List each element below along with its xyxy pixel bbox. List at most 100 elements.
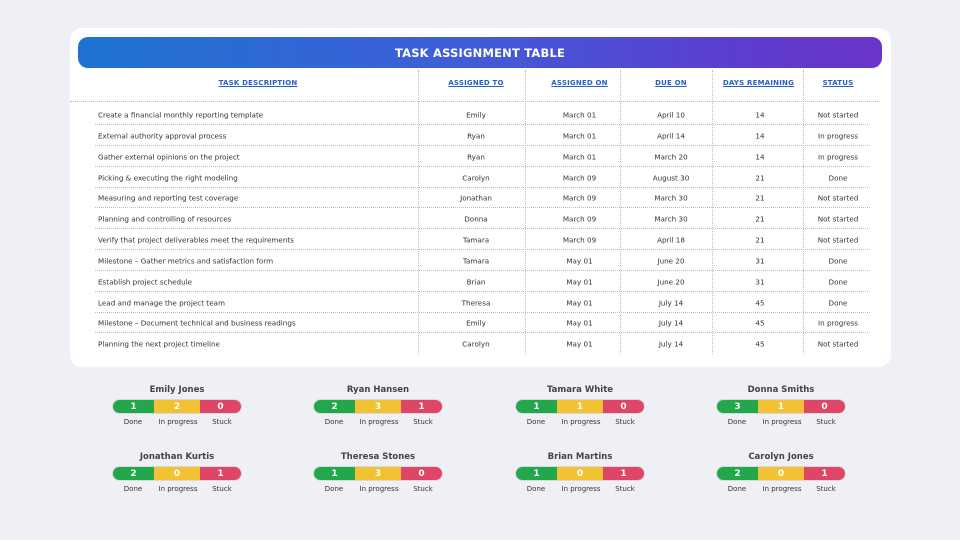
table-row[interactable]: Establish project schedule Brian May 01 …	[70, 271, 880, 292]
due-on: August 30	[652, 173, 690, 182]
done-label: Done	[123, 418, 143, 426]
column-divider	[418, 70, 419, 354]
task-status: Not started	[817, 193, 859, 202]
days-remaining: 14	[755, 110, 765, 119]
table-row[interactable]: Lead and manage the project team Theresa…	[70, 292, 880, 313]
row-divider	[95, 207, 870, 208]
stuck-label: Stuck	[816, 418, 836, 426]
stuck-count: 0	[804, 400, 845, 413]
due-on: July 14	[658, 318, 684, 327]
in-progress-label: In progress	[158, 418, 198, 426]
done-count: 2	[113, 467, 154, 480]
assigned-on: March 09	[562, 214, 597, 223]
person-summary-carolyn-jones: Carolyn Jones 2 0 1 Done In progress Stu…	[716, 452, 846, 506]
person-summary-tamara-white: Tamara White 1 1 0 Done In progress Stuc…	[515, 385, 645, 439]
task-status: Done	[828, 256, 848, 265]
table-row[interactable]: Milestone – Document technical and busin…	[70, 312, 880, 333]
person-name: Carolyn Jones	[748, 452, 814, 462]
table-row[interactable]: External authority approval process Ryan…	[70, 125, 880, 146]
due-on: June 20	[657, 256, 685, 265]
column-divider	[620, 70, 621, 354]
column-divider	[525, 70, 526, 354]
done-count: 1	[516, 467, 557, 480]
assigned-to: Tamara	[462, 235, 490, 244]
assigned-to: Brian	[466, 277, 486, 286]
assigned-on: May 01	[566, 256, 593, 265]
assigned-to: Emily	[466, 110, 486, 119]
table-row[interactable]: Planning the next project timeline Carol…	[70, 333, 880, 354]
task-description: Lead and manage the project team	[98, 298, 225, 307]
days-remaining: 45	[755, 318, 765, 327]
assigned-on: May 01	[566, 339, 593, 348]
status-count-bar: 1 1 0	[515, 399, 645, 414]
in-progress-count: 0	[153, 467, 201, 480]
stuck-label: Stuck	[615, 485, 635, 493]
table-row[interactable]: Measuring and reporting test coverage Jo…	[70, 187, 880, 208]
assigned-on: May 01	[566, 318, 593, 327]
task-status: Not started	[817, 235, 859, 244]
task-status: In progress	[818, 131, 858, 140]
table-row[interactable]: Create a financial monthly reporting tem…	[70, 104, 880, 125]
col-header-assigned-to[interactable]: ASSIGNED TO	[448, 79, 504, 87]
days-remaining: 21	[755, 193, 765, 202]
task-description: Planning the next project timeline	[98, 339, 220, 348]
person-name: Brian Martins	[547, 452, 613, 462]
assigned-on: March 01	[562, 152, 597, 161]
col-header-due-on[interactable]: DUE ON	[655, 79, 687, 87]
task-status: In progress	[818, 318, 858, 327]
assigned-on: May 01	[566, 298, 593, 307]
task-description: Measuring and reporting test coverage	[98, 193, 239, 202]
assigned-to: Emily	[466, 318, 486, 327]
assigned-on: March 01	[562, 110, 597, 119]
task-description: Picking & executing the right modeling	[98, 173, 238, 182]
in-progress-label: In progress	[561, 418, 601, 426]
assigned-to: Donna	[464, 214, 488, 223]
stuck-label: Stuck	[212, 485, 232, 493]
status-count-bar: 2 3 1	[313, 399, 443, 414]
days-remaining: 14	[755, 152, 765, 161]
due-on: April 14	[657, 131, 685, 140]
task-description: Create a financial monthly reporting tem…	[98, 110, 264, 119]
task-description: External authority approval process	[98, 131, 227, 140]
col-header-days-remaining[interactable]: DAYS REMAINING	[722, 79, 795, 87]
column-divider	[712, 70, 713, 354]
table-row[interactable]: Gather external opinions on the project …	[70, 146, 880, 167]
stuck-count: 1	[603, 467, 644, 480]
task-description: Milestone – Gather metrics and satisfact…	[98, 256, 274, 265]
done-count: 2	[314, 400, 355, 413]
status-count-bar: 1 0 1	[515, 466, 645, 481]
stuck-label: Stuck	[413, 485, 433, 493]
due-on: March 20	[654, 152, 688, 161]
table-row[interactable]: Milestone – Gather metrics and satisfact…	[70, 250, 880, 271]
done-count: 1	[314, 467, 355, 480]
col-header-status[interactable]: STATUS	[822, 79, 854, 87]
person-summary-brian-martins: Brian Martins 1 0 1 Done In progress Stu…	[515, 452, 645, 506]
in-progress-count: 2	[153, 400, 201, 413]
stuck-count: 1	[200, 467, 241, 480]
stuck-count: 0	[603, 400, 644, 413]
assigned-to: Ryan	[467, 131, 485, 140]
days-remaining: 21	[755, 173, 765, 182]
stuck-label: Stuck	[816, 485, 836, 493]
stuck-count: 1	[401, 400, 442, 413]
header-divider	[70, 101, 880, 102]
col-header-description[interactable]: TASK DESCRIPTION	[218, 79, 298, 87]
assigned-on: May 01	[566, 277, 593, 286]
in-progress-label: In progress	[762, 418, 802, 426]
task-status: In progress	[818, 152, 858, 161]
table-row[interactable]: Picking & executing the right modeling C…	[70, 167, 880, 188]
assigned-on: March 01	[562, 131, 597, 140]
row-divider	[95, 332, 870, 333]
done-label: Done	[324, 418, 344, 426]
table-row[interactable]: Planning and controlling of resources Do…	[70, 208, 880, 229]
table-row[interactable]: Verify that project deliverables meet th…	[70, 229, 880, 250]
task-description: Verify that project deliverables meet th…	[98, 235, 294, 244]
stuck-count: 1	[804, 467, 845, 480]
due-on: March 30	[654, 193, 688, 202]
assigned-to: Carolyn	[462, 339, 490, 348]
in-progress-count: 0	[556, 467, 604, 480]
assigned-on: March 09	[562, 193, 597, 202]
done-count: 1	[516, 400, 557, 413]
assigned-on: March 09	[562, 173, 597, 182]
col-header-assigned-on[interactable]: ASSIGNED ON	[551, 79, 608, 87]
